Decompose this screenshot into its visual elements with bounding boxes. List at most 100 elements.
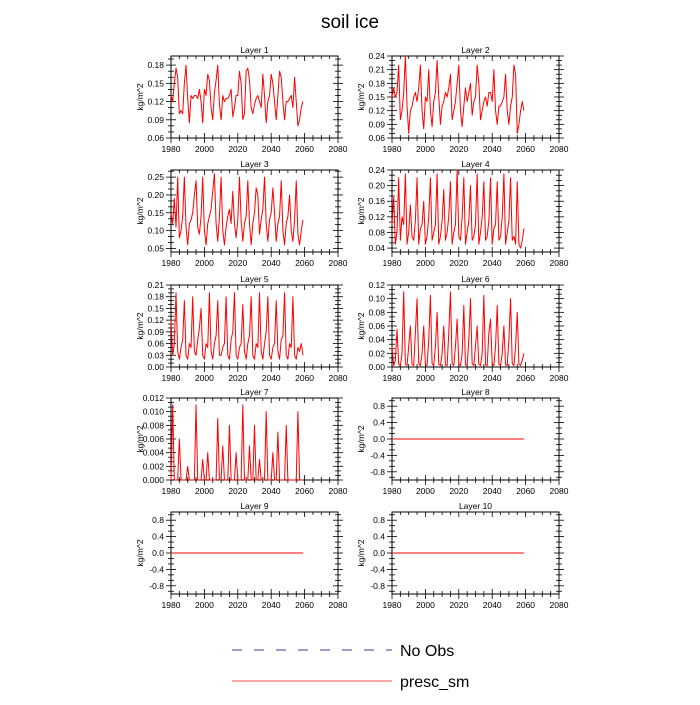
y-tick-label: 0.20 [147,190,164,200]
x-tick-label: 1980 [383,258,402,268]
x-tick-label: 2060 [516,258,535,268]
x-tick-label: 2040 [483,486,502,496]
y-tick-label: 0.24 [368,51,385,61]
series-line-layer-6 [391,291,525,367]
panel-layer-6: Layer 6 kg/m^2 1980 2000 2020 2040 2060 2080 0.0… [356,274,569,383]
panel-title-layer-1: Layer 1 [240,45,269,55]
y-axis-label-layer-5: kg/m^2 [135,312,145,339]
y-tick-label: 0.004 [143,448,165,458]
x-tick-label: 2020 [449,258,468,268]
x-tick-label: 2060 [295,373,314,383]
y-tick-label: 0.12 [368,106,385,116]
y-tick-label: 0.00 [147,362,164,372]
y-tick-label: 0.15 [368,92,385,102]
x-tick-label: 2040 [262,258,281,268]
x-tick-label: 2080 [329,144,348,154]
series-line-layer-2 [391,55,525,134]
panel-title-layer-9: Layer 9 [240,501,269,511]
x-tick-label: 2020 [228,373,247,383]
x-tick-label: 2080 [329,600,348,610]
y-tick-label: 0.010 [143,407,165,417]
y-tick-label: -0.8 [149,581,164,591]
panel-title-layer-8: Layer 8 [461,387,490,397]
panel-title-layer-10: Layer 10 [459,501,492,511]
x-tick-label: 2060 [295,486,314,496]
y-tick-label: 0.06 [368,133,385,143]
x-tick-label: 1980 [162,600,181,610]
x-tick-label: 2080 [329,258,348,268]
y-tick-label: 0.012 [143,393,165,403]
x-tick-label: 2000 [195,144,214,154]
figure-title: soil ice [321,12,379,33]
y-tick-label: 0.12 [368,212,385,222]
y-tick-label: 0.18 [368,78,385,88]
y-axis-label-layer-9: kg/m^2 [135,539,145,566]
panel-title-layer-6: Layer 6 [461,274,490,284]
x-tick-label: 2060 [516,600,535,610]
plot-frame-layer-1 [170,55,339,139]
x-tick-label: 2060 [295,258,314,268]
x-tick-label: 1980 [162,486,181,496]
x-tick-label: 2080 [550,486,569,496]
x-tick-label: 1980 [162,144,181,154]
series-line-layer-3 [170,173,304,246]
y-tick-label: 0.09 [368,119,385,129]
y-axis-label-layer-3: kg/m^2 [135,197,145,224]
x-tick-label: 2040 [262,600,281,610]
y-tick-label: -0.4 [149,564,164,574]
y-tick-label: 0.15 [147,208,164,218]
y-tick-label: 0.002 [143,461,165,471]
x-tick-label: 1980 [383,600,402,610]
panel-layer-5: Layer 5 kg/m^2 1980 2000 2020 2040 2060 2080 0.0… [135,274,348,383]
y-tick-label: 0.12 [147,97,164,107]
x-tick-label: 2040 [262,373,281,383]
y-tick-label: 0.000 [143,475,165,485]
x-tick-label: 2080 [550,144,569,154]
y-axis-label-layer-4: kg/m^2 [356,197,366,224]
x-tick-label: 2040 [483,144,502,154]
x-tick-label: 2080 [329,373,348,383]
x-tick-label: 2060 [295,144,314,154]
x-tick-label: 1980 [383,373,402,383]
y-tick-label: 0.0 [373,548,385,558]
panel-layer-9: Layer 9 kg/m^2 1980 2000 2020 2040 2060 2080 -0.… [135,501,348,610]
x-tick-label: 1980 [383,144,402,154]
x-tick-label: 2020 [228,600,247,610]
x-tick-label: 2020 [228,486,247,496]
y-tick-label: 0.18 [147,60,164,70]
x-tick-label: 2080 [550,373,569,383]
y-tick-label: 0.03 [147,350,164,360]
x-tick-label: 1980 [162,373,181,383]
y-tick-label: 0.4 [373,532,385,542]
x-tick-label: 2000 [195,373,214,383]
panel-layer-4: Layer 4 kg/m^2 1980 2000 2020 2040 2060 2080 0.0… [356,159,569,268]
y-tick-label: 0.08 [368,227,385,237]
legend-label-no-obs: No Obs [400,643,454,660]
x-tick-label: 2060 [516,486,535,496]
series-line-layer-4 [391,169,525,249]
x-tick-label: 2020 [449,144,468,154]
y-axis-label-layer-2: kg/m^2 [356,83,366,110]
x-tick-label: 2020 [449,486,468,496]
y-tick-label: 0.4 [152,532,164,542]
panel-title-layer-7: Layer 7 [240,387,269,397]
panel-title-layer-3: Layer 3 [240,159,269,169]
y-tick-label: 0.0 [373,434,385,444]
x-tick-label: 2080 [550,258,569,268]
series-line-layer-5 [170,292,304,360]
x-tick-label: 2060 [516,373,535,383]
y-tick-label: -0.8 [370,467,385,477]
y-tick-label: 0.09 [147,327,164,337]
x-tick-label: 2020 [228,258,247,268]
x-tick-label: 2000 [416,600,435,610]
y-tick-label: 0.10 [368,294,385,304]
y-tick-label: 0.06 [147,339,164,349]
x-tick-label: 2000 [195,258,214,268]
y-tick-label: -0.8 [370,581,385,591]
y-tick-label: 0.21 [368,65,385,75]
x-tick-label: 2080 [329,486,348,496]
panel-layer-1: Layer 1 kg/m^2 1980 2000 2020 2040 2060 2080 0.0… [135,45,348,154]
x-tick-label: 2000 [416,486,435,496]
